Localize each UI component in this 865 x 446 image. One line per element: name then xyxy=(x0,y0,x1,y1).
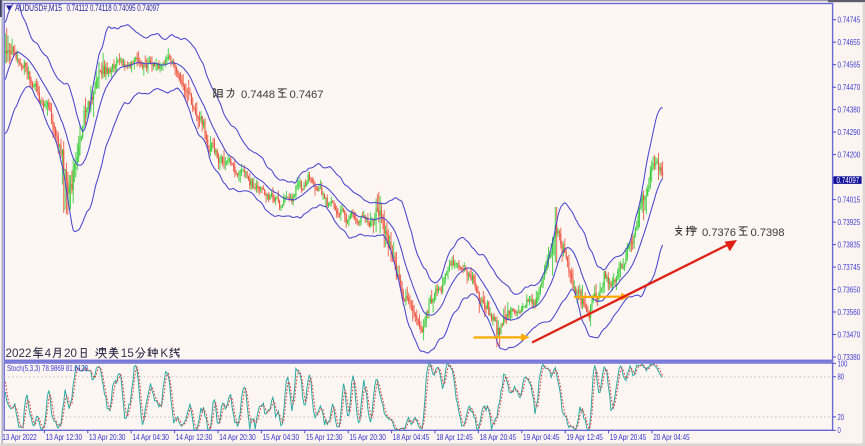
svg-text:0.74655: 0.74655 xyxy=(838,37,861,47)
svg-text:0.73745: 0.73745 xyxy=(838,262,861,272)
svg-text:20 Apr 04:45: 20 Apr 04:45 xyxy=(653,432,690,442)
svg-text:19 Apr 12:45: 19 Apr 12:45 xyxy=(566,432,603,442)
svg-text:14 Apr 20:30: 14 Apr 20:30 xyxy=(219,432,256,442)
svg-text:18 Apr 04:45: 18 Apr 04:45 xyxy=(393,432,430,442)
svg-text:0.74112 0.74118 0.74095 0.7409: 0.74112 0.74118 0.74095 0.74097 xyxy=(67,3,160,13)
svg-text:0.73470: 0.73470 xyxy=(838,329,861,339)
svg-text:15 Apr 12:30: 15 Apr 12:30 xyxy=(306,432,343,442)
svg-text:2022: 2022 xyxy=(6,347,32,360)
svg-text:0.73560: 0.73560 xyxy=(838,307,861,317)
svg-text:14 Apr 12:30: 14 Apr 12:30 xyxy=(176,432,213,442)
svg-text:0.7448: 0.7448 xyxy=(241,89,275,101)
svg-text:13 Apr 12:30: 13 Apr 12:30 xyxy=(46,432,83,442)
svg-text:4: 4 xyxy=(45,347,52,360)
svg-text:0.74565: 0.74565 xyxy=(838,60,861,70)
svg-text:19 Apr 04:45: 19 Apr 04:45 xyxy=(523,432,560,442)
svg-text:20: 20 xyxy=(64,347,77,360)
svg-text:0.7398: 0.7398 xyxy=(751,227,785,239)
svg-text:0.74200: 0.74200 xyxy=(838,150,861,160)
svg-text:100: 100 xyxy=(838,358,848,368)
svg-text:15 Apr 04:30: 15 Apr 04:30 xyxy=(263,432,300,442)
svg-text:0.74015: 0.74015 xyxy=(838,195,861,205)
svg-text:0.7467: 0.7467 xyxy=(290,89,324,101)
svg-text:18 Apr 12:45: 18 Apr 12:45 xyxy=(436,432,473,442)
svg-text:0.74745: 0.74745 xyxy=(838,15,861,25)
svg-text:0.73650: 0.73650 xyxy=(838,284,861,294)
svg-text:Stoch(5,3,3) 78.9869 81.6122: Stoch(5,3,3) 78.9869 81.6122 xyxy=(7,364,88,373)
svg-text:0.73925: 0.73925 xyxy=(838,217,861,227)
svg-text:13 Apr 20:30: 13 Apr 20:30 xyxy=(89,432,126,442)
svg-text:0.74290: 0.74290 xyxy=(838,127,861,137)
svg-text:18 Apr 20:45: 18 Apr 20:45 xyxy=(480,432,517,442)
svg-text:0: 0 xyxy=(838,425,842,435)
svg-text:80: 80 xyxy=(838,372,845,382)
svg-text:13 Apr 2022: 13 Apr 2022 xyxy=(2,432,37,442)
svg-text:0.74470: 0.74470 xyxy=(838,82,861,92)
svg-text:0.74380: 0.74380 xyxy=(838,105,861,115)
svg-text:14 Apr 04:30: 14 Apr 04:30 xyxy=(132,432,169,442)
svg-text:AUDUSD#,M15: AUDUSD#,M15 xyxy=(15,3,62,13)
svg-text:0.73380: 0.73380 xyxy=(838,352,861,362)
svg-text:0.74097: 0.74097 xyxy=(837,175,860,185)
svg-text:20: 20 xyxy=(838,412,845,422)
svg-text:15: 15 xyxy=(121,347,134,360)
svg-text:0.73835: 0.73835 xyxy=(838,240,861,250)
svg-text:19 Apr 20:45: 19 Apr 20:45 xyxy=(610,432,647,442)
svg-text:K: K xyxy=(160,347,168,360)
svg-text:0.7376: 0.7376 xyxy=(702,227,736,239)
svg-text:15 Apr 20:30: 15 Apr 20:30 xyxy=(349,432,386,442)
